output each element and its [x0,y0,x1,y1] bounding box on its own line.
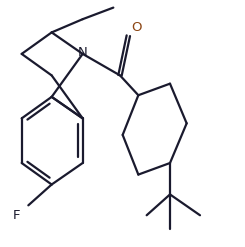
Text: F: F [12,209,20,222]
Text: N: N [78,46,87,59]
Text: O: O [131,21,141,34]
